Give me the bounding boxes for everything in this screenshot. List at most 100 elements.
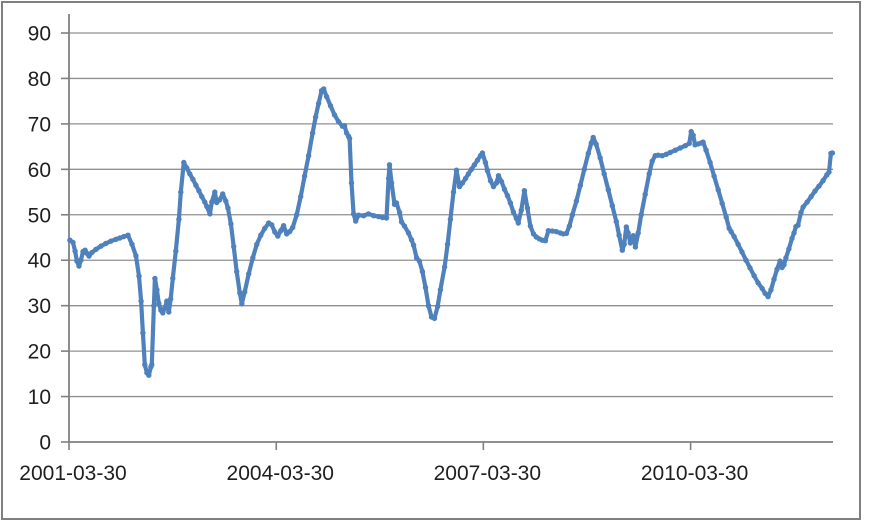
data-point-marker (173, 248, 179, 254)
data-point-marker (410, 242, 417, 248)
data-point-marker (184, 165, 190, 171)
y-axis-label: 50 (28, 204, 51, 227)
data-point-marker (638, 212, 644, 218)
data-point-marker (711, 173, 717, 179)
data-point-marker (649, 158, 655, 164)
data-point-marker (777, 258, 783, 264)
data-point-marker (170, 275, 176, 282)
data-point-marker (78, 257, 84, 263)
data-point-marker (154, 287, 160, 293)
data-point-marker (518, 207, 524, 213)
data-point-marker (735, 241, 741, 247)
data-point-marker (242, 289, 248, 295)
data-point-marker (312, 114, 319, 120)
data-point-marker (524, 205, 531, 211)
data-point-marker (209, 199, 215, 205)
data-point-marker (212, 189, 218, 195)
data-point-marker (371, 213, 377, 219)
data-point-marker (465, 171, 472, 177)
data-point-marker (181, 159, 187, 166)
data-point-marker (474, 157, 481, 163)
data-point-marker (563, 230, 570, 237)
data-point-marker (348, 180, 355, 186)
data-point-marker (632, 244, 639, 250)
x-axis-labels: 2001-03-30 2004-03-30 2007-03-30 2010-03-30 (19, 462, 748, 485)
data-point-marker (479, 150, 486, 156)
data-point-marker (365, 211, 372, 217)
data-point-marker (301, 173, 308, 179)
data-point-marker (542, 238, 549, 244)
data-point-marker (121, 233, 127, 240)
data-point-marker (346, 135, 353, 142)
data-point-marker (609, 203, 615, 209)
data-point-marker (672, 147, 678, 153)
data-point-marker (93, 246, 99, 252)
data-point-marker (199, 193, 205, 200)
data-point-marker (269, 222, 275, 228)
y-axis-label: 60 (28, 159, 51, 182)
data-point-marker (228, 221, 234, 227)
data-point-marker (655, 152, 661, 158)
data-point-marker (70, 239, 76, 246)
data-point-marker (178, 189, 184, 195)
data-point-marker (677, 145, 683, 151)
data-point-marker (719, 200, 725, 207)
data-point-marker (605, 187, 611, 193)
data-point-marker (826, 169, 832, 175)
data-point-marker (136, 273, 142, 279)
data-point-marker (204, 203, 210, 210)
data-point-marker (383, 215, 390, 221)
data-point-marker (450, 189, 457, 195)
y-axis-label: 40 (28, 250, 51, 273)
data-point-marker (642, 191, 648, 197)
data-point-marker (234, 268, 240, 275)
data-point-marker (353, 218, 359, 224)
data-point-marker (193, 182, 199, 188)
data-point-marker (601, 171, 607, 177)
data-point-marker (812, 188, 818, 194)
data-point-marker (441, 264, 448, 270)
data-point-marker (396, 209, 403, 216)
data-point-marker (408, 237, 415, 243)
data-point-marker (593, 141, 599, 147)
data-point-marker (305, 153, 312, 159)
x-axis-label: 2010-03-30 (641, 462, 748, 485)
data-point-marker (280, 223, 287, 229)
data-point-marker (323, 93, 330, 100)
data-point-marker (309, 130, 316, 136)
data-point-marker (816, 183, 822, 189)
data-point-marker (804, 199, 810, 205)
data-point-marker (72, 248, 78, 254)
data-point-marker (527, 223, 534, 229)
data-point-marker (581, 166, 587, 172)
data-point-marker (569, 212, 576, 218)
data-point-marker (162, 305, 168, 311)
data-point-marker (627, 240, 633, 246)
data-point-marker (728, 228, 734, 235)
data-point-marker (468, 166, 475, 172)
data-point-marker (759, 285, 765, 292)
data-point-marker (521, 188, 528, 194)
data-point-marker (800, 204, 806, 210)
data-point-marker (820, 178, 826, 184)
data-point-marker (498, 178, 505, 185)
data-point-marker (513, 215, 520, 222)
x-axis-ticks (68, 442, 692, 450)
data-point-marker (781, 262, 787, 268)
data-point-marker (350, 211, 357, 217)
data-point-marker (196, 188, 202, 194)
data-point-marker (739, 249, 745, 255)
data-point-marker (795, 222, 801, 228)
data-point-marker (808, 193, 814, 200)
data-point-marker (187, 171, 193, 177)
data-point-marker (287, 228, 293, 235)
data-point-marker (217, 197, 223, 203)
data-point-marker (715, 187, 721, 193)
data-point-marker (393, 200, 400, 206)
data-point-marker (447, 216, 454, 222)
data-point-marker (405, 230, 412, 236)
data-point-marker (577, 182, 584, 188)
data-point-marker (125, 232, 131, 238)
data-point-marker (566, 223, 573, 229)
